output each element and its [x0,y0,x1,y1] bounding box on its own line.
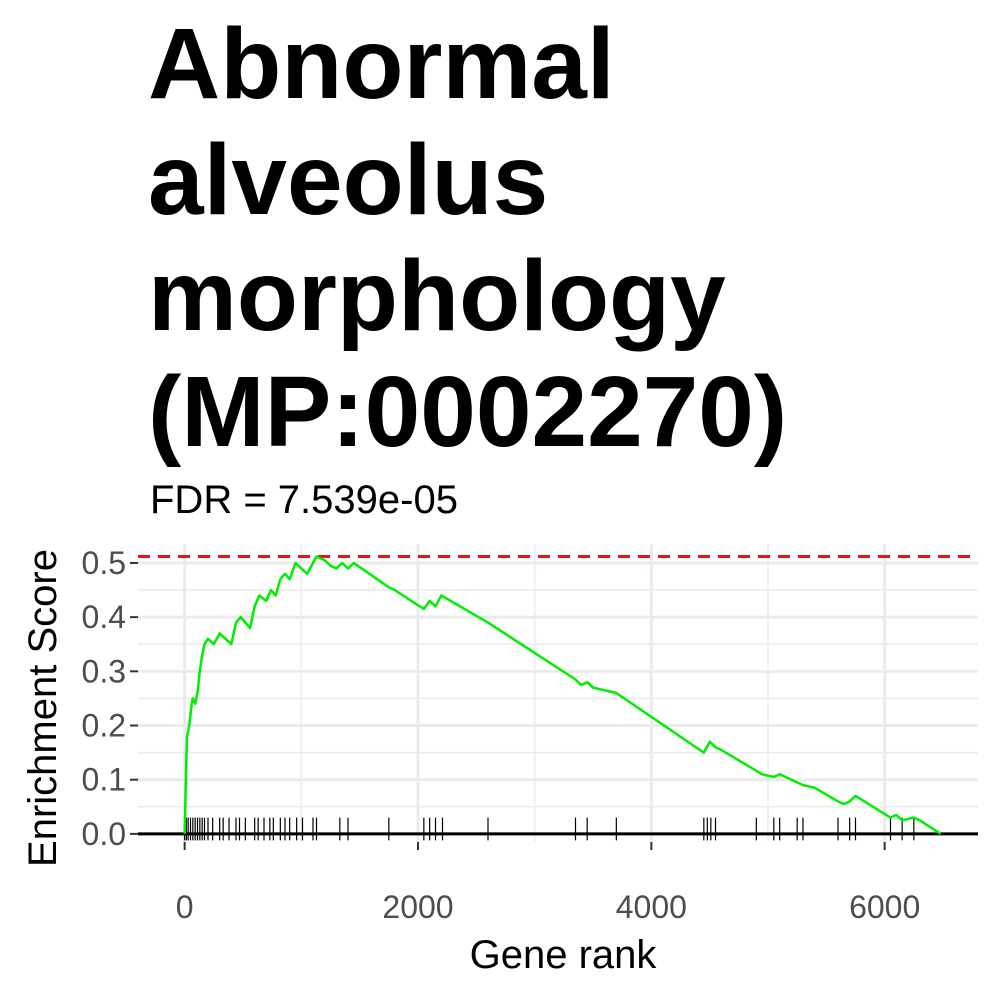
y-tick-label: 0.1 [82,762,126,798]
tick-labels: 0 2000 4000 6000 0.0 0.1 0.2 0.3 0.4 0.5 [82,545,921,925]
enrichment-curve [183,555,942,835]
y-tick-label: 0.3 [82,653,126,689]
axis-ticks [130,561,886,850]
chart-subtitle: FDR = 7.539e-05 [150,478,458,522]
x-tick-label: 4000 [616,889,687,925]
y-tick-label: 0.2 [82,708,126,744]
gene-hit-rug [184,817,915,841]
x-axis-label: Gene rank [470,933,658,977]
y-tick-label: 0.0 [82,816,126,852]
enrichment-score-line [183,555,942,835]
y-tick-label: 0.4 [82,599,126,635]
grid [138,544,978,842]
y-tick-label: 0.5 [82,545,126,581]
x-tick-label: 6000 [849,889,920,925]
x-tick-label: 0 [176,889,194,925]
y-axis-label: Enrichment Score [21,549,65,867]
x-tick-label: 2000 [382,889,453,925]
chart-title: Abnormal alveolus morphology (MP:0002270… [148,8,788,468]
